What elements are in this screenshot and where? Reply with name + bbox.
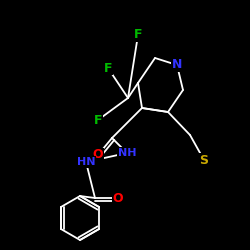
Text: F: F — [94, 114, 102, 126]
Text: O: O — [113, 192, 123, 204]
Text: HN: HN — [77, 157, 95, 167]
Text: NH: NH — [118, 148, 136, 158]
Text: N: N — [172, 58, 182, 71]
Text: S: S — [200, 154, 208, 166]
Text: F: F — [134, 28, 142, 42]
Text: O: O — [93, 148, 103, 162]
Text: F: F — [104, 62, 112, 74]
